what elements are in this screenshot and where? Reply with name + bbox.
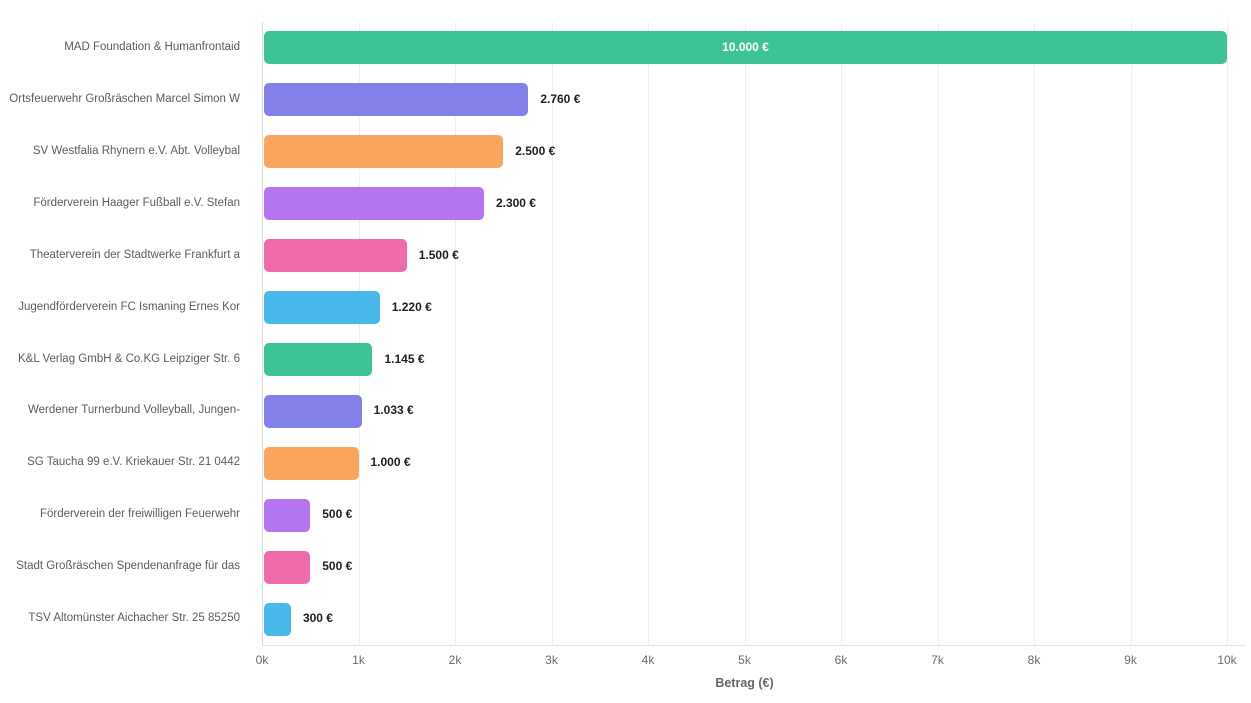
gridline [551, 22, 553, 645]
x-tick-label: 5k [738, 653, 751, 667]
bar[interactable] [264, 31, 1227, 65]
gridline [1034, 22, 1035, 645]
x-tick-label: 8k [1027, 653, 1041, 667]
bar[interactable] [264, 498, 311, 532]
x-tick-label: 0k [255, 653, 269, 667]
x-axis-title: Betrag (€) [715, 676, 774, 690]
value-label: 500 € [322, 559, 353, 574]
value-label: 300 € [302, 611, 333, 626]
gridline [937, 22, 939, 645]
bar[interactable] [264, 187, 484, 221]
value-label: 1.033 € [373, 403, 414, 418]
x-tick-label: 3k [545, 653, 558, 667]
value-label: 500 € [322, 507, 353, 522]
x-tick-label: 7k [931, 653, 944, 667]
y-axis-line [262, 22, 263, 645]
bar[interactable] [264, 83, 529, 117]
bar[interactable] [264, 602, 291, 636]
value-label: 2.760 € [540, 91, 581, 106]
category-label: MAD Foundation & Humanfrontaid [64, 41, 240, 53]
x-tick-label: 9k [1124, 653, 1137, 667]
x-axis-line [262, 645, 1246, 646]
category-label: Förderverein Haager Fußball e.V. Stefan [33, 196, 240, 209]
value-label: 1.000 € [370, 455, 411, 470]
category-label: Förderverein der freiwilligen Feuerwehr [39, 508, 240, 521]
category-label: SG Taucha 99 e.V. Kriekauer Str. 21 0442 [27, 456, 240, 469]
value-label: 1.220 € [391, 299, 432, 314]
category-label: K&L Verlag GmbH & Co.KG Leipziger Str. 6 [17, 352, 240, 365]
gridline [648, 22, 649, 645]
category-label: TSV Altomünster Aichacher Str. 25 85250 [28, 612, 240, 625]
gridline [744, 22, 746, 645]
category-label: Ortsfeuerwehr Großräschen Marcel Simon W [9, 92, 240, 105]
bar[interactable] [264, 291, 380, 325]
value-label: 2.500 € [515, 143, 556, 158]
value-label: 10.000 € [722, 40, 769, 54]
gridline [1130, 22, 1132, 645]
x-tick-label: 2k [448, 653, 462, 667]
bar[interactable] [264, 394, 362, 428]
category-label: Werdener Turnerbund Volleyball, Jungen- [27, 404, 240, 417]
x-tick-label: 6k [834, 653, 848, 667]
gridline [455, 22, 456, 645]
bar[interactable] [264, 446, 359, 480]
bar[interactable] [264, 550, 311, 584]
gridline [841, 22, 842, 645]
category-label: Theaterverein der Stadtwerke Frankfurt a [29, 248, 240, 261]
value-label: 1.145 € [384, 351, 425, 366]
value-label: 1.500 € [418, 247, 459, 262]
x-tick-label: 10k [1217, 653, 1237, 667]
gridline [1227, 22, 1228, 645]
x-tick-label: 1k [352, 653, 365, 667]
category-label: Stadt Großräschen Spendenanfrage für das [16, 560, 240, 573]
category-label: Jugendförderverein FC Ismaning Ernes Kor [18, 300, 240, 313]
value-label: 2.300 € [495, 195, 536, 210]
bar[interactable] [264, 135, 504, 169]
bar[interactable] [264, 342, 373, 376]
bar[interactable] [264, 239, 407, 273]
gridline [358, 22, 360, 645]
category-label: SV Westfalia Rhynern e.V. Abt. Volleybal [32, 144, 240, 157]
x-tick-label: 4k [641, 653, 655, 667]
